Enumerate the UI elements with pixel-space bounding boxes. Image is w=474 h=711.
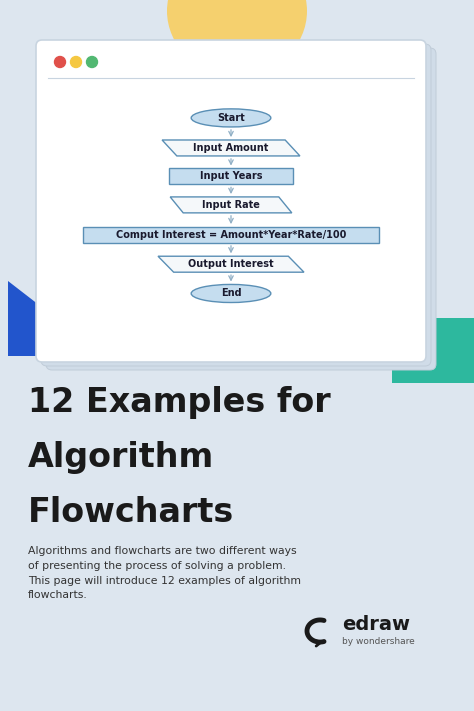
FancyBboxPatch shape — [392, 318, 474, 383]
Text: Start: Start — [217, 113, 245, 123]
Text: Input Amount: Input Amount — [193, 143, 269, 153]
Circle shape — [71, 56, 82, 68]
FancyBboxPatch shape — [82, 227, 379, 243]
FancyBboxPatch shape — [46, 48, 436, 370]
Polygon shape — [170, 197, 292, 213]
Text: Flowcharts: Flowcharts — [28, 496, 234, 529]
FancyBboxPatch shape — [41, 44, 431, 366]
Text: End: End — [221, 289, 241, 299]
FancyBboxPatch shape — [170, 169, 292, 184]
Text: Input Years: Input Years — [200, 171, 262, 181]
Text: edraw: edraw — [342, 616, 410, 634]
Circle shape — [55, 56, 65, 68]
Text: Comput Interest = Amount*Year*Rate/100: Comput Interest = Amount*Year*Rate/100 — [116, 230, 346, 240]
Polygon shape — [158, 256, 304, 272]
Text: Algorithm: Algorithm — [28, 441, 214, 474]
Ellipse shape — [167, 0, 307, 76]
Ellipse shape — [191, 109, 271, 127]
Text: by wondershare: by wondershare — [342, 636, 415, 646]
FancyBboxPatch shape — [36, 40, 426, 362]
Text: 12 Examples for: 12 Examples for — [28, 386, 331, 419]
Polygon shape — [162, 140, 300, 156]
Polygon shape — [8, 281, 105, 356]
Text: Input Rate: Input Rate — [202, 200, 260, 210]
Text: Algorithms and flowcharts are two different ways
of presenting the process of so: Algorithms and flowcharts are two differ… — [28, 546, 301, 600]
Ellipse shape — [191, 284, 271, 302]
Circle shape — [86, 56, 98, 68]
Text: Output Interest: Output Interest — [188, 260, 274, 269]
